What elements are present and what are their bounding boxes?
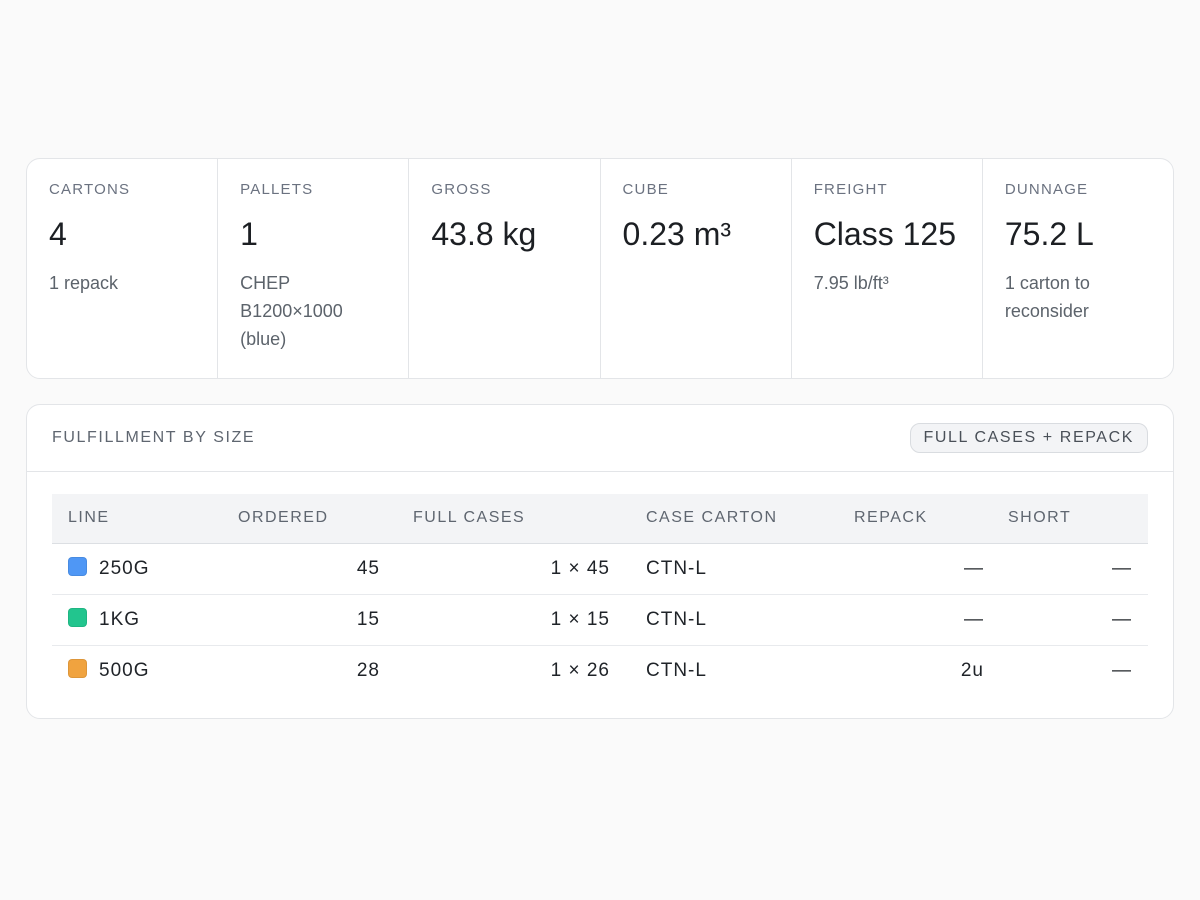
cell-repack: — (802, 594, 986, 646)
column-header-ordered[interactable]: ORDERED (222, 494, 382, 544)
line-name: 500G (99, 660, 150, 682)
stat-value: 0.23 m³ (622, 216, 731, 252)
stat-sub: 1 repack (49, 273, 119, 293)
stat-sub: 1 carton to reconsider (1004, 273, 1090, 321)
stat-value: 43.8 kg (431, 216, 537, 252)
stat-cartons: CARTONS 4 1 repack (27, 159, 219, 378)
cell-repack: 2u (960, 659, 984, 681)
stat-dunnage: DUNNAGE 75.2 L 1 carton to reconsider (983, 159, 1173, 378)
column-header-line[interactable]: LINE (52, 494, 222, 544)
stat-gross: GROSS 43.8 kg (409, 159, 601, 378)
stat-value: 4 (49, 216, 67, 252)
cell-full-cases: 1 × 26 (550, 659, 610, 681)
color-swatch-icon (68, 608, 87, 627)
table-header-row: LINE ORDERED FULL CASES CASE CARTON REPA… (52, 494, 1148, 544)
column-header-short[interactable]: SHORT (986, 494, 1148, 544)
column-header-full-cases[interactable]: FULL CASES (382, 494, 612, 544)
fulfillment-table: LINE ORDERED FULL CASES CASE CARTON REPA… (52, 494, 1148, 696)
cell-short: — (1112, 659, 1132, 681)
column-header-repack[interactable]: REPACK (802, 494, 986, 544)
cell-case-carton: CTN-L (612, 543, 802, 595)
line-name: 1KG (99, 609, 141, 630)
table-row[interactable]: 500G 28 1 × 26 CTN-L 2u — (52, 645, 1148, 696)
table-row[interactable]: 250G 45 1 × 45 CTN-L — — (52, 543, 1148, 595)
cell-ordered: 15 (222, 594, 382, 646)
cell-line: 500G (52, 645, 222, 696)
column-header-case-carton[interactable]: CASE CARTON (612, 494, 802, 544)
stat-value: Class 125 (813, 216, 956, 252)
stat-label: GROSS (431, 181, 492, 198)
cell-short: — (986, 594, 1148, 646)
color-swatch-icon (68, 659, 87, 679)
mode-badge[interactable]: FULL CASES + REPACK (909, 423, 1148, 453)
stat-label: CUBE (622, 181, 669, 198)
stat-value: 75.2 L (1004, 216, 1094, 252)
cell-repack: — (802, 543, 986, 595)
line-name: 250G (99, 558, 150, 579)
stat-pallets: PALLETS 1 CHEP B1200×1000 (blue) (218, 159, 410, 378)
stat-freight: FREIGHT Class 125 7.95 lb/ft³ (792, 159, 983, 378)
fulfillment-panel: FULFILLMENT BY SIZE FULL CASES + REPACK … (26, 404, 1174, 719)
stat-label: DUNNAGE (1004, 181, 1089, 198)
color-swatch-icon (68, 557, 87, 576)
cell-ordered: 45 (222, 543, 382, 595)
stat-label: FREIGHT (813, 181, 888, 198)
cell-short: — (986, 543, 1148, 595)
cell-case-carton: CTN-L (612, 594, 802, 646)
stat-cube: CUBE 0.23 m³ (601, 159, 792, 378)
stat-label: CARTONS (49, 181, 131, 198)
panel-title: FULFILLMENT BY SIZE (52, 429, 256, 446)
table-row[interactable]: 1KG 15 1 × 15 CTN-L — — (52, 594, 1148, 646)
panel-header: FULFILLMENT BY SIZE FULL CASES + REPACK (27, 405, 1173, 472)
stat-sub: 7.95 lb/ft³ (813, 273, 889, 293)
summary-stats: CARTONS 4 1 repack PALLETS 1 CHEP B1200×… (26, 158, 1174, 379)
cell-ordered: 28 (356, 659, 380, 681)
cell-line: 250G (52, 543, 222, 595)
stat-label: PALLETS (240, 181, 314, 198)
cell-case-carton: CTN-L (646, 659, 707, 681)
cell-full-cases: 1 × 45 (382, 543, 612, 595)
cell-line: 1KG (52, 594, 222, 646)
table-wrap: LINE ORDERED FULL CASES CASE CARTON REPA… (27, 472, 1173, 696)
stat-sub: CHEP B1200×1000 (blue) (240, 273, 343, 349)
cell-full-cases: 1 × 15 (382, 594, 612, 646)
stat-value: 1 (240, 216, 258, 252)
